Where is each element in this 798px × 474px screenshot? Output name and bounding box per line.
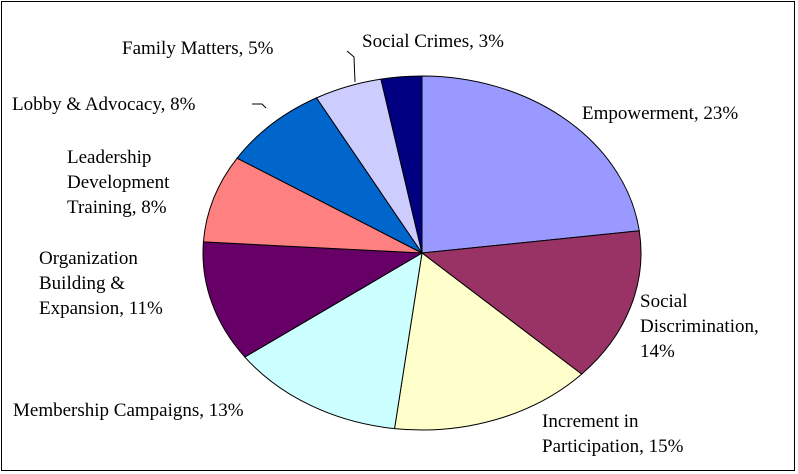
slice-label-lobby-and-advocacy: Lobby & Advocacy, 8% xyxy=(12,94,196,115)
pie-slice-social-crimes xyxy=(380,75,423,254)
pie-slice-social-discrimination xyxy=(420,230,642,375)
pie-slice-increment-in-participation xyxy=(393,252,583,431)
slice-label-empowerment: Empowerment, 23% xyxy=(582,103,738,124)
pie-slice-organization-building-and-expansion xyxy=(202,241,424,358)
leader-lines xyxy=(252,50,356,109)
leader-line-lobby-and-advocacy xyxy=(252,103,267,109)
pie-slice-leadership-development-training xyxy=(202,157,423,254)
leader-line-family-matters xyxy=(346,50,356,83)
slice-label-organization-building-and-expansion: Organization Building & Expansion, 11% xyxy=(39,248,163,319)
pie-slice-empowerment xyxy=(421,75,640,254)
slice-label-social-crimes: Social Crimes, 3% xyxy=(362,31,504,52)
slice-label-membership-campaigns: Membership Campaigns, 13% xyxy=(13,400,244,421)
slice-labels: Empowerment, 23% Social Discrimination, 14%… xyxy=(12,31,759,457)
slice-label-increment-in-participation: Increment in Participation, 15% xyxy=(542,411,684,457)
pie-slice-lobby-and-advocacy xyxy=(236,97,423,254)
pie-slice-membership-campaigns xyxy=(244,252,423,430)
slice-label-leadership-development-training: Leadership Development Training, 8% xyxy=(67,147,170,218)
slice-label-family-matters: Family Matters, 5% xyxy=(122,38,274,59)
slice-label-social-discrimination: Social Discrimination, 14% xyxy=(640,291,759,362)
pie-slices xyxy=(202,75,642,431)
